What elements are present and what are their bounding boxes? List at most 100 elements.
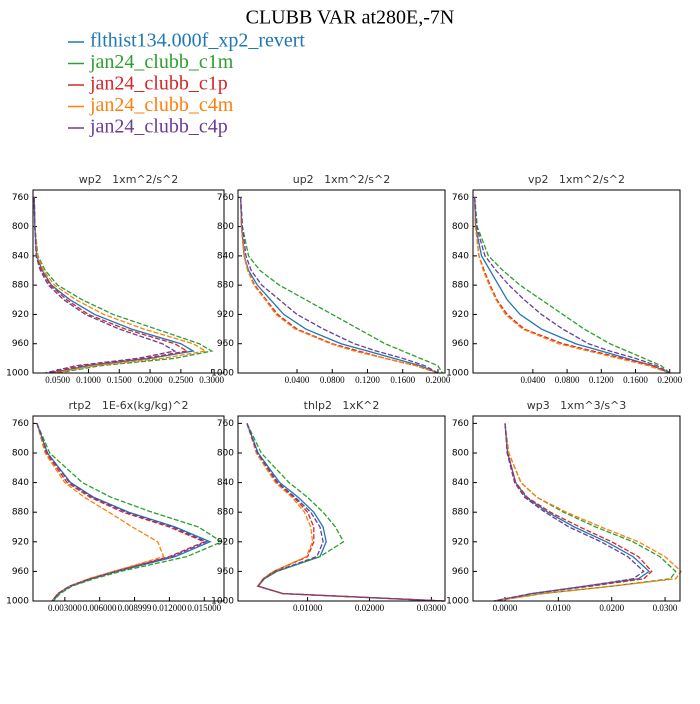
y-tick-label: 920 bbox=[217, 310, 234, 320]
profile-line bbox=[239, 197, 439, 374]
y-tick-label: 1000 bbox=[211, 369, 234, 379]
plot-frame bbox=[237, 415, 446, 602]
y-tick-label: 880 bbox=[452, 508, 469, 518]
y-tick-label: 840 bbox=[217, 251, 234, 261]
plot-frame bbox=[472, 189, 681, 374]
x-tick-label: 0.02000 bbox=[355, 603, 385, 613]
y-tick-label: 960 bbox=[217, 567, 234, 577]
x-tick-label: 0.015000 bbox=[187, 603, 221, 613]
y-tick-label: 960 bbox=[12, 339, 29, 349]
y-tick-label: 800 bbox=[12, 222, 29, 232]
profile-line bbox=[36, 423, 165, 602]
x-tick-label: 0.0400 bbox=[521, 375, 546, 385]
profile-line bbox=[36, 423, 209, 602]
panel-title: vp2 1xm^2/s^2 bbox=[528, 173, 625, 186]
y-tick-label: 880 bbox=[12, 508, 29, 518]
x-tick-label: 0.012000 bbox=[153, 603, 187, 613]
plot-frame bbox=[472, 415, 681, 602]
profile-line bbox=[36, 423, 224, 602]
x-tick-label: 0.1200 bbox=[589, 375, 614, 385]
x-tick-label: 0.1500 bbox=[107, 375, 132, 385]
profile-line bbox=[474, 197, 671, 374]
panel-title: thlp2 1xK^2 bbox=[304, 399, 380, 412]
panel-title: up2 1xm^2/s^2 bbox=[293, 173, 391, 186]
y-tick-label: 800 bbox=[217, 222, 234, 232]
profile-line bbox=[494, 423, 677, 602]
y-tick-label: 920 bbox=[12, 537, 29, 547]
x-tick-label: 0.2500 bbox=[168, 375, 193, 385]
x-tick-label: 0.0500 bbox=[45, 375, 70, 385]
plot-frame bbox=[32, 189, 225, 374]
profile-line bbox=[239, 197, 439, 374]
y-tick-label: 960 bbox=[217, 339, 234, 349]
x-tick-label: 0.2000 bbox=[426, 375, 451, 385]
x-tick-label: 0.008999 bbox=[118, 603, 152, 613]
y-tick-label: 840 bbox=[12, 251, 29, 261]
y-tick-label: 1000 bbox=[6, 369, 29, 379]
x-tick-label: 0.0400 bbox=[285, 375, 310, 385]
profile-line bbox=[246, 423, 444, 602]
legend-label: flthist134.000f_xp2_revert bbox=[90, 30, 305, 52]
panel-title: rtp2 1E-6x(kg/kg)^2 bbox=[69, 399, 189, 412]
plot-frame bbox=[237, 189, 446, 374]
x-tick-label: 0.0300 bbox=[653, 603, 678, 613]
x-tick-label: 0.003000 bbox=[48, 603, 82, 613]
profile-line bbox=[33, 197, 177, 374]
y-tick-label: 920 bbox=[12, 310, 29, 320]
x-tick-label: 0.1600 bbox=[390, 375, 415, 385]
y-tick-label: 960 bbox=[12, 567, 29, 577]
figure-title: CLUBB VAR at280E,-7N bbox=[246, 7, 455, 29]
x-tick-label: 0.006000 bbox=[83, 603, 117, 613]
x-tick-label: 0.01000 bbox=[293, 603, 323, 613]
y-tick-label: 880 bbox=[217, 508, 234, 518]
y-tick-label: 840 bbox=[452, 251, 469, 261]
x-tick-label: 0.0100 bbox=[546, 603, 571, 613]
legend-label: jan24_clubb_c1m bbox=[89, 51, 234, 73]
profile-line bbox=[494, 423, 653, 602]
x-tick-label: 0.3000 bbox=[199, 375, 224, 385]
y-tick-label: 960 bbox=[452, 567, 469, 577]
y-tick-label: 920 bbox=[452, 310, 469, 320]
y-tick-label: 800 bbox=[217, 449, 234, 459]
y-tick-label: 800 bbox=[12, 449, 29, 459]
y-tick-label: 920 bbox=[217, 537, 234, 547]
x-tick-label: 0.1600 bbox=[623, 375, 648, 385]
profile-line bbox=[246, 423, 444, 602]
x-tick-label: 0.0000 bbox=[493, 603, 518, 613]
y-tick-label: 880 bbox=[12, 281, 29, 291]
panel-title: wp3 1xm^3/s^3 bbox=[527, 399, 627, 412]
y-tick-label: 840 bbox=[12, 478, 29, 488]
y-tick-label: 920 bbox=[452, 537, 469, 547]
y-tick-label: 760 bbox=[452, 419, 469, 429]
x-tick-label: 0.2000 bbox=[657, 375, 682, 385]
x-tick-label: 0.0200 bbox=[599, 603, 624, 613]
legend-label: jan24_clubb_c4p bbox=[89, 116, 228, 138]
x-tick-label: 0.03000 bbox=[417, 603, 447, 613]
profile-line bbox=[239, 197, 443, 374]
y-tick-label: 840 bbox=[452, 478, 469, 488]
y-tick-label: 800 bbox=[452, 222, 469, 232]
y-tick-label: 1000 bbox=[6, 597, 29, 607]
y-tick-label: 840 bbox=[217, 478, 234, 488]
y-tick-label: 800 bbox=[452, 449, 469, 459]
panel-title: wp2 1xm^2/s^2 bbox=[79, 173, 179, 186]
profile-line bbox=[33, 197, 208, 374]
x-tick-label: 0.1000 bbox=[76, 375, 101, 385]
profile-line bbox=[474, 197, 670, 374]
y-tick-label: 760 bbox=[217, 193, 234, 203]
legend-label: jan24_clubb_c1p bbox=[89, 73, 228, 95]
y-tick-label: 760 bbox=[452, 193, 469, 203]
plot-frame bbox=[32, 415, 225, 602]
profile-line bbox=[494, 423, 645, 602]
x-tick-label: 0.0800 bbox=[320, 375, 345, 385]
x-tick-label: 0.1200 bbox=[355, 375, 380, 385]
y-tick-label: 760 bbox=[217, 419, 234, 429]
profile-line bbox=[474, 197, 670, 374]
y-tick-label: 1000 bbox=[211, 597, 234, 607]
y-tick-label: 1000 bbox=[446, 597, 469, 607]
y-tick-label: 880 bbox=[217, 281, 234, 291]
y-tick-label: 760 bbox=[12, 193, 29, 203]
x-tick-label: 0.0800 bbox=[555, 375, 580, 385]
x-tick-label: 0.2000 bbox=[138, 375, 163, 385]
